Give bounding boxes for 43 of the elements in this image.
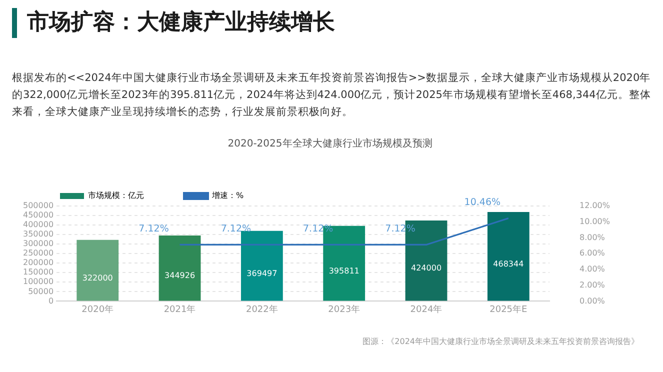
- y-tick-label: 350000: [22, 230, 54, 239]
- legend-label: 增速：%: [211, 191, 244, 200]
- y2-tick-label: 4.00%: [579, 264, 606, 274]
- y2-tick-label: 6.00%: [579, 248, 606, 258]
- x-tick-label: 2023年: [328, 304, 360, 315]
- legend-label: 市场规模：亿元: [88, 191, 144, 200]
- data-label: 10.46%: [464, 196, 501, 208]
- x-tick-label: 2021年: [164, 304, 196, 315]
- data-label: 322000: [82, 273, 113, 282]
- y2-tick-label: 12.00%: [579, 201, 610, 210]
- y-tick-label: 200000: [22, 258, 54, 268]
- y2-tick-label: 8.00%: [579, 232, 606, 242]
- chart-subtitle: 根据发布的<<2024年中国大健康行业市场全景调研及未来五年投资前景咨询报告>>数据显示，全球大健康产业市场规模从2020年的322,000亿元增长至2023年的395.811亿元，2024年将达到424.000亿元，预计2025年市场规模有望增长至468,344亿元。整体来看，全球大健康产业呈现持续增长的态势，行业发展前景积极向好。: [12, 71, 652, 120]
- data-label: 7.12%: [220, 223, 252, 234]
- y-tick-label: 100000: [22, 277, 54, 286]
- x-tick-label: 2020年: [82, 304, 114, 315]
- data-label: 395811: [328, 266, 360, 276]
- x-tick-label: 2024年: [410, 304, 442, 315]
- bar: [240, 230, 283, 301]
- data-label: 369497: [246, 268, 278, 278]
- data-label: 344926: [164, 271, 196, 280]
- y-tick-label: 450000: [22, 210, 54, 220]
- text: 图源：《2024年中国大健康行业市场全景调研及未来五年投资前景咨询报告》: [362, 336, 639, 347]
- y2-tick-label: 10.00%: [579, 216, 610, 226]
- bar: [158, 236, 201, 301]
- bar: [487, 212, 530, 301]
- x-tick-label: 2025年E: [490, 304, 528, 315]
- data-label: 468344: [493, 259, 524, 268]
- y-tick-label: 300000: [22, 239, 54, 248]
- y2-tick-label: 0.00%: [579, 296, 606, 306]
- y-tick-label: 250000: [22, 248, 54, 258]
- text: 市场扩容：大健康产业持续增长: [12, 8, 335, 38]
- bar: [76, 240, 119, 301]
- y-tick-label: 150000: [22, 268, 54, 277]
- data-label: 424000: [410, 264, 442, 273]
- y2-tick-label: 2.00%: [579, 280, 606, 290]
- y-tick-label: 50000: [28, 286, 54, 296]
- y-tick-label: 400000: [22, 220, 54, 230]
- y-tick-label: 500000: [22, 201, 54, 210]
- x-tick-label: 2022年: [246, 304, 278, 315]
- data-label: 7.12%: [138, 223, 169, 234]
- y-tick-label: 0: [48, 296, 54, 306]
- chart-title: 2020-2025年全球大健康行业市场规模及预测: [228, 138, 432, 150]
